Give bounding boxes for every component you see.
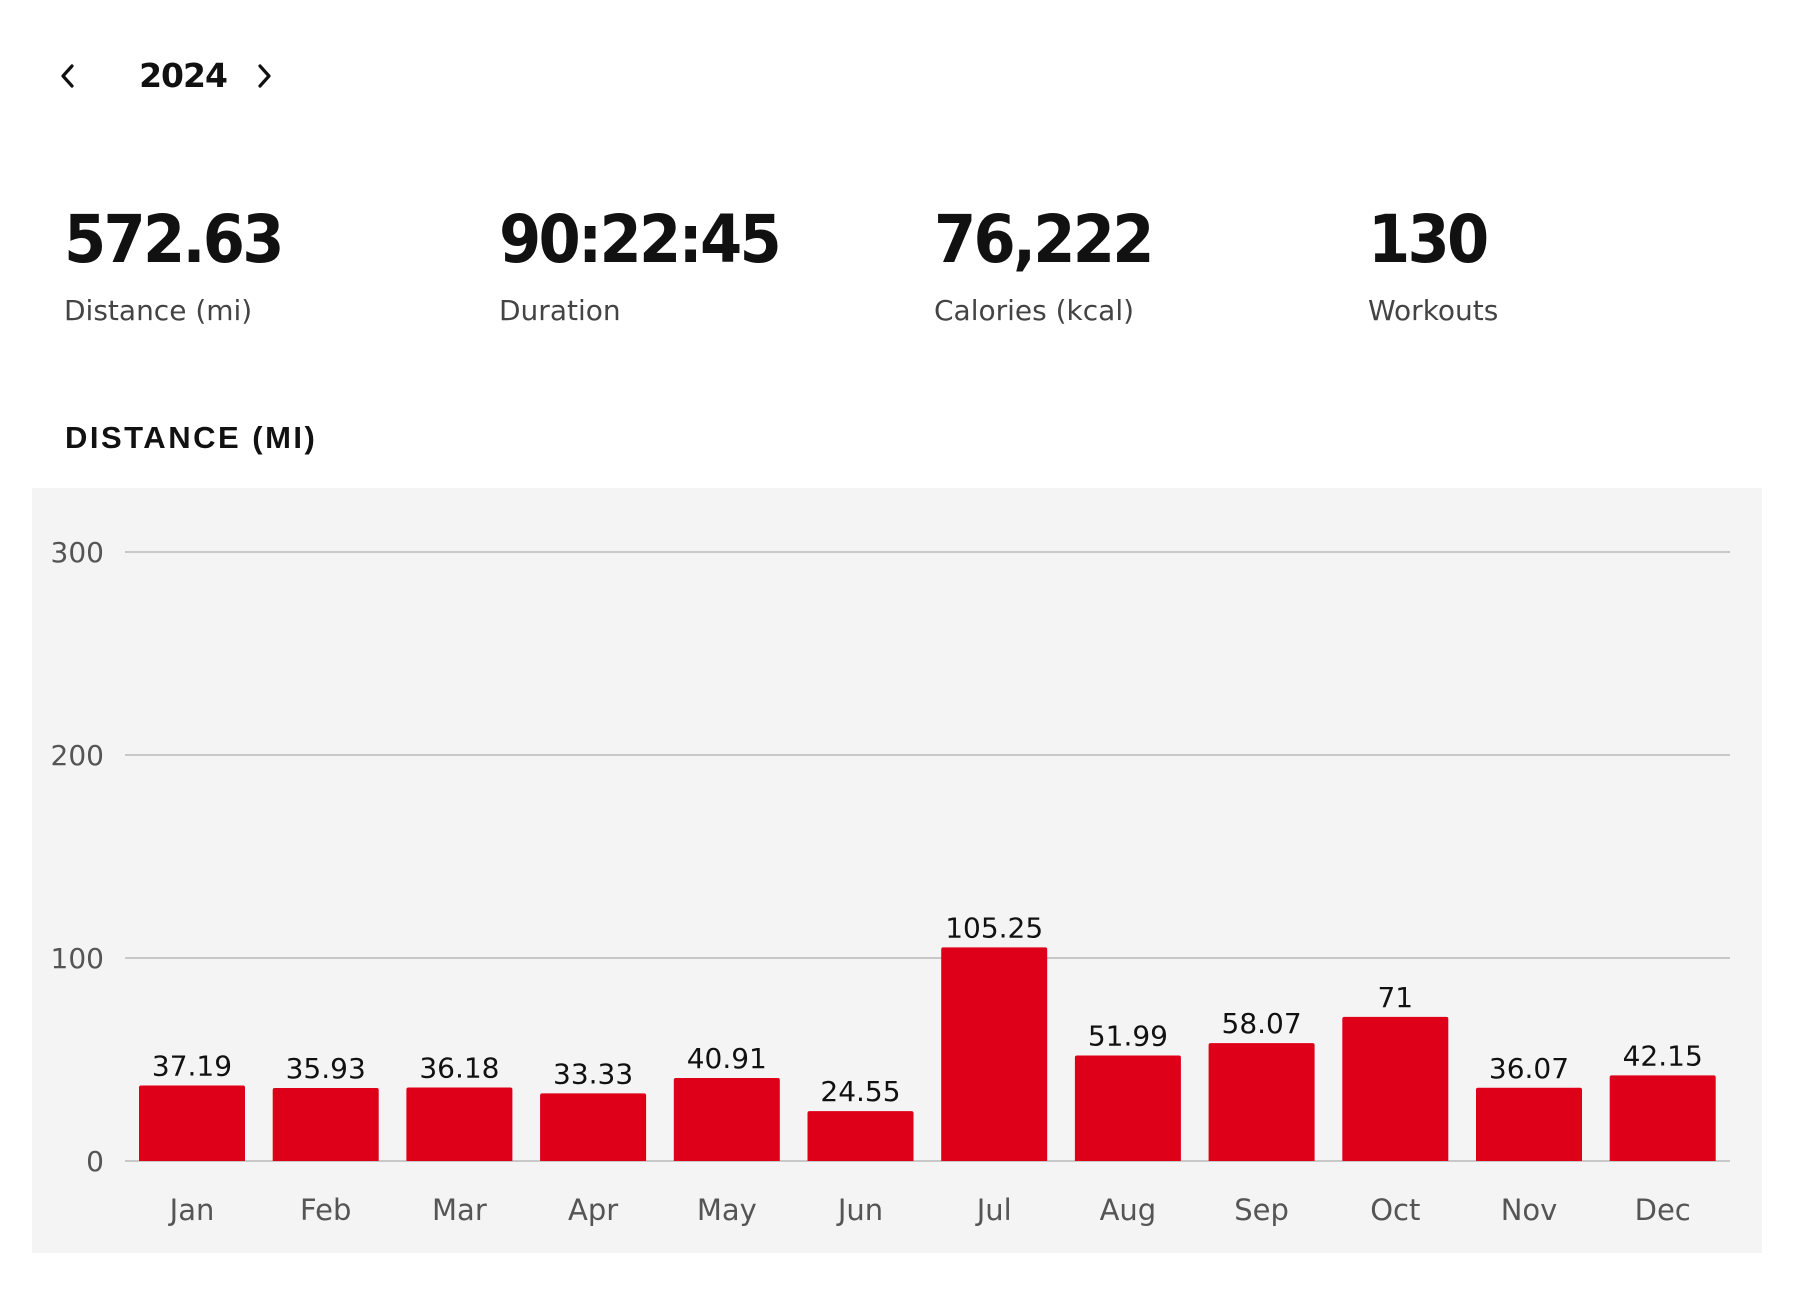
- bar-aug: [1074, 1055, 1181, 1161]
- y-tick-label-300: 300: [51, 536, 104, 569]
- bar-oct: [1342, 1016, 1449, 1161]
- bar-nov: [1476, 1087, 1582, 1161]
- x-tick-label-apr: Apr: [568, 1193, 618, 1227]
- x-tick-label-aug: Aug: [1100, 1193, 1157, 1227]
- value-label-feb: 35.93: [286, 1052, 366, 1085]
- value-label-jan: 37.19: [152, 1050, 232, 1083]
- chevron-left-icon: [61, 64, 74, 88]
- y-tick-label-0: 0: [86, 1145, 104, 1178]
- stat-distance: 572.63 Distance (mi): [64, 200, 464, 328]
- value-label-dec: 42.15: [1623, 1039, 1703, 1072]
- bar-jan: [139, 1085, 245, 1161]
- stat-calories: 76,222 Calories (kcal): [934, 200, 1334, 328]
- value-label-may: 40.91: [687, 1042, 767, 1075]
- bar-dec: [1609, 1075, 1716, 1161]
- distance-bar-chart: 0 100 200 300 37.19 Jan 35.93 Feb 36.18 Mar 33.33 A…: [51, 536, 1730, 1227]
- x-tick-label-oct: Oct: [1370, 1193, 1420, 1227]
- stat-workouts: 130 Workouts: [1368, 200, 1768, 328]
- value-label-jul: 105.25: [945, 911, 1043, 944]
- x-tick-label-jan: Jan: [168, 1193, 215, 1227]
- stat-duration-label: Duration: [499, 294, 621, 327]
- chart-section-title: DISTANCE (MI): [65, 420, 318, 455]
- previous-year-button[interactable]: [52, 52, 84, 100]
- bar-may: [673, 1077, 780, 1161]
- bar-mar: [406, 1087, 513, 1161]
- bar-jul: [941, 947, 1048, 1161]
- x-tick-label-mar: Mar: [432, 1193, 487, 1227]
- x-tick-label-feb: Feb: [300, 1193, 351, 1227]
- stat-calories-value: 76,222: [934, 201, 1155, 278]
- y-tick-label-100: 100: [51, 942, 104, 975]
- stat-distance-label: Distance (mi): [64, 294, 253, 327]
- bar-feb: [272, 1088, 379, 1161]
- bar-jun: [807, 1111, 914, 1161]
- value-label-aug: 51.99: [1088, 1019, 1168, 1052]
- stat-duration: 90:22:45 Duration: [499, 200, 899, 328]
- x-tick-label-may: May: [697, 1193, 757, 1227]
- year-label: 2024: [139, 56, 228, 95]
- distance-chart-panel: 0 100 200 300 37.19 Jan 35.93 Feb 36.18 Mar 33.33 A…: [32, 488, 1762, 1253]
- value-label-nov: 36.07: [1489, 1052, 1569, 1085]
- bar-sep: [1208, 1043, 1315, 1161]
- value-label-mar: 36.18: [419, 1052, 499, 1085]
- bar-apr: [540, 1093, 647, 1161]
- next-year-button[interactable]: [248, 52, 280, 100]
- chevron-right-icon: [258, 64, 271, 88]
- stat-workouts-value: 130: [1368, 201, 1489, 278]
- x-tick-label-jul: Jul: [975, 1193, 1012, 1227]
- value-label-oct: 71: [1377, 981, 1413, 1014]
- value-label-sep: 58.07: [1222, 1007, 1302, 1040]
- stat-workouts-label: Workouts: [1368, 294, 1499, 327]
- year-navigation: 2024: [52, 52, 292, 100]
- x-tick-label-jun: Jun: [836, 1193, 883, 1227]
- stat-duration-value: 90:22:45: [499, 201, 782, 278]
- x-tick-label-sep: Sep: [1234, 1193, 1289, 1227]
- value-label-apr: 33.33: [553, 1057, 633, 1090]
- x-tick-label-dec: Dec: [1635, 1193, 1691, 1227]
- x-tick-label-nov: Nov: [1501, 1193, 1558, 1227]
- y-tick-label-200: 200: [51, 739, 104, 772]
- stat-distance-value: 572.63: [64, 201, 285, 278]
- stat-calories-label: Calories (kcal): [934, 294, 1135, 327]
- value-label-jun: 24.55: [820, 1075, 900, 1108]
